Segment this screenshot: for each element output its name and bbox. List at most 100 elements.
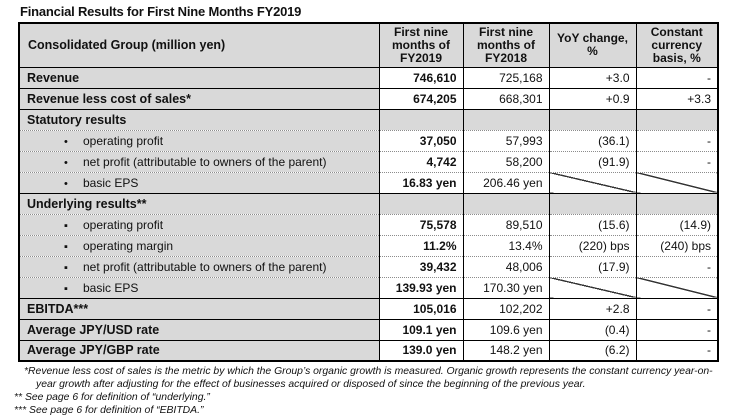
fy2018-value: 668,301 [462, 88, 549, 109]
table-row: ▪ net profit (attributable to owners of t… [18, 256, 718, 277]
table-row: ▪ operating profit 75,578 89,510 (15.6) (… [18, 214, 718, 235]
table-row: ▪ basic EPS 139.93 yen 170.30 yen [18, 277, 718, 298]
fy2019-value: 139.0 yen [378, 340, 463, 361]
yoy-value: +2.8 [548, 298, 636, 319]
row-label-cell: • net profit (attributable to owners of t… [18, 151, 379, 172]
table-row: • operating profit 37,050 57,993 (36.1) - [18, 130, 718, 151]
fy2018-value: 170.30 yen [462, 277, 549, 298]
fy2019-value: 16.83 yen [378, 172, 463, 193]
bullet-icon: ▪ [64, 282, 68, 295]
yoy-value [548, 277, 636, 298]
footnote-underlying: ** See page 6 for definition of “underly… [14, 392, 210, 403]
yoy-value [548, 172, 636, 193]
yoy-value [548, 193, 636, 214]
fy2018-value: 48,006 [462, 256, 549, 277]
yoy-value: +3.0 [548, 67, 636, 88]
fy2019-value: 39,432 [378, 256, 463, 277]
bullet-icon: • [64, 135, 68, 148]
table-row: • basic EPS 16.83 yen 206.46 yen [18, 172, 718, 193]
yoy-value: (17.9) [548, 256, 636, 277]
constant-currency-value: - [635, 130, 718, 151]
constant-currency-value: (14.9) [635, 214, 718, 235]
fy2018-value [462, 109, 549, 130]
table-body: Revenue 746,610 725,168 +3.0 - Revenue l… [18, 67, 718, 361]
yoy-value: (6.2) [548, 340, 636, 361]
constant-currency-value [635, 109, 718, 130]
yoy-value: (15.6) [548, 214, 636, 235]
table-row: Underlying results** [18, 193, 718, 214]
fy2018-value: 725,168 [462, 67, 549, 88]
constant-currency-value [635, 193, 718, 214]
row-label: basic EPS [83, 175, 139, 190]
yoy-value: +0.9 [548, 88, 636, 109]
constant-currency-value: (240) bps [635, 235, 718, 256]
row-label-cell: EBITDA*** [18, 298, 379, 319]
row-label: operating margin [83, 238, 174, 253]
table-row: • net profit (attributable to owners of t… [18, 151, 718, 172]
row-label: Statutory results [27, 112, 127, 127]
constant-currency-value: - [635, 298, 718, 319]
constant-currency-value: - [635, 340, 718, 361]
row-label: net profit (attributable to owners of th… [83, 154, 327, 169]
fy2019-value: 109.1 yen [378, 319, 463, 340]
financial-results-table: Consolidated Group (million yen) First n… [18, 22, 719, 362]
row-label-cell: Statutory results [18, 109, 379, 130]
fy2019-value: 75,578 [378, 214, 463, 235]
row-label-cell: ▪ basic EPS [18, 277, 379, 298]
fy2019-value: 139.93 yen [378, 277, 463, 298]
fy2019-value: 674,205 [378, 88, 463, 109]
fy2018-value: 102,202 [462, 298, 549, 319]
fy2018-value: 89,510 [462, 214, 549, 235]
constant-currency-value: - [635, 256, 718, 277]
row-label-cell: ▪ net profit (attributable to owners of t… [18, 256, 379, 277]
row-label-cell: • operating profit [18, 130, 379, 151]
row-label-cell: • basic EPS [18, 172, 379, 193]
fy2019-value: 37,050 [378, 130, 463, 151]
row-label: operating profit [83, 133, 164, 148]
fy2019-value: 746,610 [378, 67, 463, 88]
bullet-icon: • [64, 177, 68, 190]
row-label-cell: ▪ operating profit [18, 214, 379, 235]
yoy-value: (36.1) [548, 130, 636, 151]
row-label: basic EPS [83, 280, 139, 295]
header-constant-currency: Constant currency basis, % [635, 23, 718, 67]
header-row: Consolidated Group (million yen) First n… [18, 23, 718, 67]
table-row: ▪ operating margin 11.2% 13.4% (220) bps … [18, 235, 718, 256]
fy2019-value [378, 193, 463, 214]
fy2019-value: 11.2% [378, 235, 463, 256]
row-label: Revenue less cost of sales* [27, 91, 191, 106]
bullet-icon: ▪ [64, 240, 68, 253]
bullet-icon: ▪ [64, 219, 68, 232]
header-consolidated-group: Consolidated Group (million yen) [18, 23, 379, 67]
constant-currency-value: - [635, 67, 718, 88]
yoy-value [548, 109, 636, 130]
bullet-icon: • [64, 156, 68, 169]
constant-currency-value [635, 277, 718, 298]
table-row: Average JPY/USD rate 109.1 yen 109.6 yen… [18, 319, 718, 340]
fy2018-value: 57,993 [462, 130, 549, 151]
table-header: Consolidated Group (million yen) First n… [18, 23, 718, 67]
row-label-cell: ▪ operating margin [18, 235, 379, 256]
table-row: Statutory results [18, 109, 718, 130]
fy2019-value [378, 109, 463, 130]
fy2019-value: 105,016 [378, 298, 463, 319]
row-label-cell: Revenue less cost of sales* [18, 88, 379, 109]
fy2018-value: 148.2 yen [462, 340, 549, 361]
bullet-icon: ▪ [64, 261, 68, 274]
fy2018-value [462, 193, 549, 214]
fy2018-value: 109.6 yen [462, 319, 549, 340]
row-label: Revenue [27, 70, 80, 85]
table-row: Revenue 746,610 725,168 +3.0 - [18, 67, 718, 88]
fy2018-value: 206.46 yen [462, 172, 549, 193]
row-label-cell: Revenue [18, 67, 379, 88]
header-yoy-change: YoY change, % [548, 23, 636, 67]
row-label: Underlying results** [27, 196, 147, 211]
yoy-value: (91.9) [548, 151, 636, 172]
row-label: Average JPY/GBP rate [27, 343, 160, 358]
constant-currency-value: +3.3 [635, 88, 718, 109]
row-label: Average JPY/USD rate [27, 322, 160, 337]
footnote-ebitda: *** See page 6 for definition of “EBITDA… [14, 405, 204, 416]
footnote-revenue-less-cost: *Revenue less cost of sales is the metri… [24, 366, 713, 390]
fy2018-value: 58,200 [462, 151, 549, 172]
